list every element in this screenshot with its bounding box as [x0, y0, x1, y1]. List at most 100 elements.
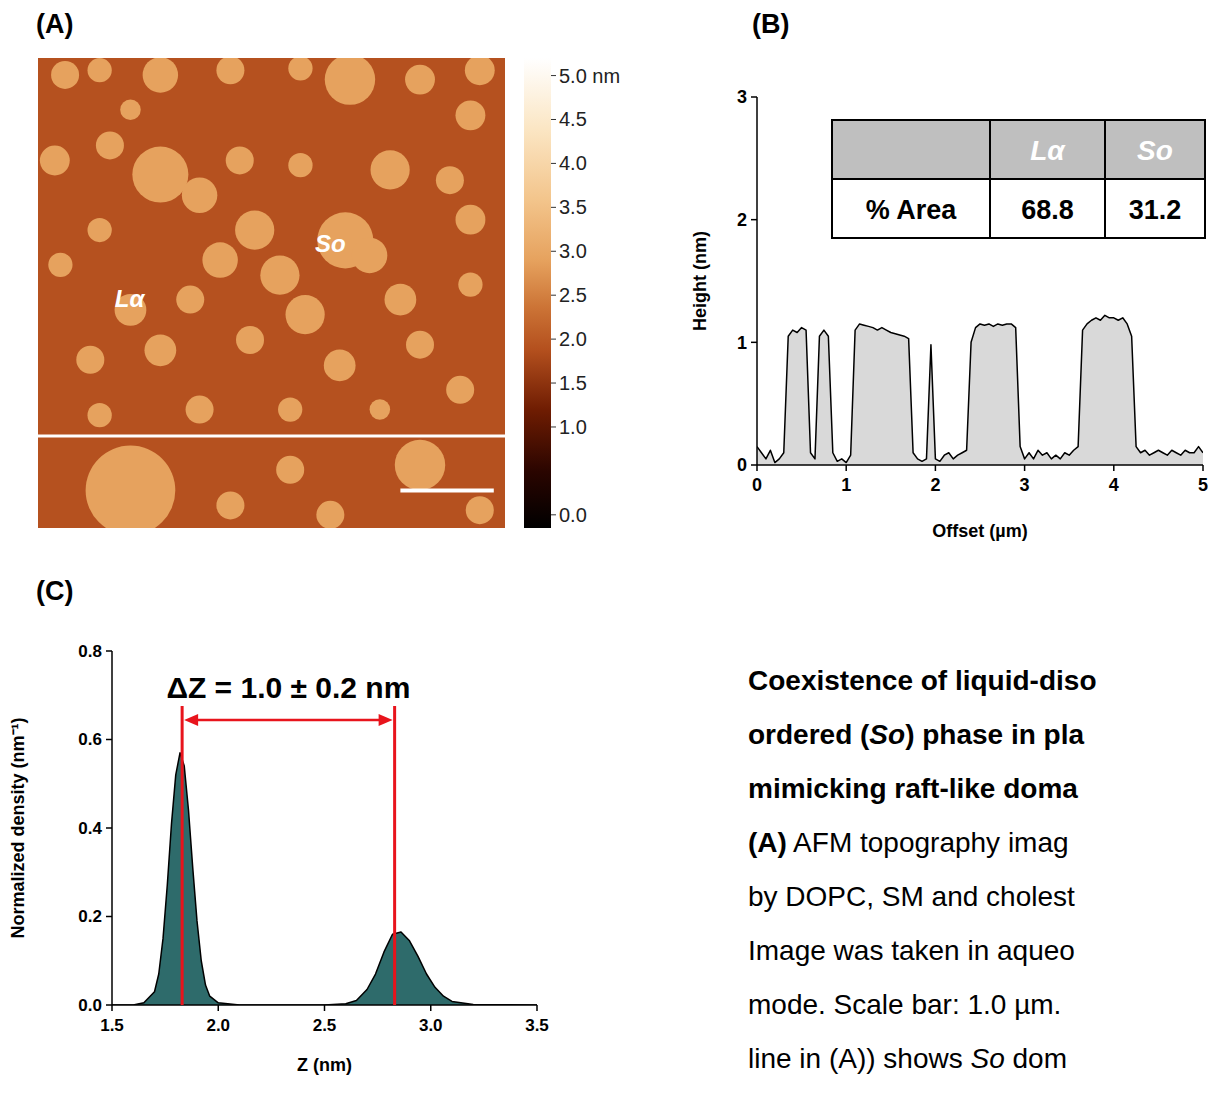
colorbar-tick: [551, 295, 556, 296]
colorbar-tick-label: 1.0: [559, 416, 587, 438]
so-domain: [352, 238, 387, 273]
caption-run: So: [971, 1043, 1005, 1074]
so-domain: [120, 99, 141, 120]
area-outline: [757, 315, 1203, 462]
so-domain: [216, 58, 244, 84]
colorbar-tick-label: 0.0: [559, 504, 587, 526]
x-tick-label: 5: [1198, 475, 1208, 495]
so-domain: [405, 65, 435, 95]
x-tick: [935, 465, 937, 471]
y-tick-label: 0: [737, 455, 747, 475]
so-domain: [48, 253, 72, 277]
colorbar-tick: [551, 251, 556, 252]
table-cell: [990, 179, 1105, 238]
area-fill: [757, 315, 1203, 465]
x-tick-label: 3: [1020, 475, 1030, 495]
y-tick: [106, 739, 112, 741]
caption-run: (A): [748, 827, 787, 858]
arrow-head: [379, 714, 393, 726]
so-domain: [395, 440, 445, 490]
so-domain: [88, 58, 112, 82]
so-domain: [278, 397, 302, 421]
so-domain: [51, 61, 79, 89]
area-fill: [112, 753, 537, 1005]
so-domain: [288, 58, 312, 80]
y-axis-title: Normalized density (nm⁻¹): [8, 717, 28, 938]
x-tick-label: 3.0: [419, 1016, 443, 1035]
y-tick-label: 2: [737, 210, 747, 230]
x-tick: [756, 465, 758, 471]
colorbar-tick-label: 2.5: [559, 284, 587, 306]
so-domain: [182, 177, 217, 212]
x-tick: [1024, 465, 1026, 471]
so-domain: [88, 218, 112, 242]
table-row-label: % Area: [866, 195, 958, 225]
caption-run: line in (A)) shows: [748, 1043, 971, 1074]
table-header-cell: [832, 120, 990, 179]
so-domain: [186, 396, 214, 424]
caption-run: ) phase in pla: [905, 719, 1084, 750]
x-axis-title: Offset (µm): [932, 521, 1027, 541]
so-domain: [86, 446, 176, 528]
so-domain: [455, 100, 485, 130]
table-column-head: Lα: [1030, 135, 1066, 166]
x-tick: [1202, 465, 1204, 471]
y-tick: [106, 827, 112, 829]
arrow-head: [184, 714, 198, 726]
colorbar: [524, 58, 551, 528]
x-tick: [324, 1005, 326, 1011]
plot-marks: [757, 315, 1203, 465]
so-domain: [406, 331, 434, 359]
y-tick: [106, 1004, 112, 1006]
so-domain: [226, 146, 254, 174]
x-tick: [536, 1005, 538, 1011]
colorbar-tick: [551, 119, 556, 120]
so-domain: [385, 284, 417, 316]
caption-run: mimicking raft-like doma: [748, 773, 1078, 804]
table-value: 31.2: [1129, 195, 1182, 225]
panel-label: (B): [752, 9, 789, 39]
y-tick-label: 0.4: [78, 819, 102, 838]
so-domain: [132, 147, 188, 203]
x-axis-title: Z (nm): [297, 1055, 352, 1075]
x-tick: [111, 1005, 113, 1011]
so-domain: [325, 58, 375, 105]
x-tick-label: 2.0: [206, 1016, 230, 1035]
so-domain: [458, 272, 482, 296]
so-domain: [144, 334, 176, 366]
colorbar-tick-label: 5.0 nm: [559, 65, 620, 87]
y-tick: [106, 916, 112, 918]
figure: (A)SoLα5.0 nm4.54.03.53.02.52.01.51.00.0…: [0, 0, 1221, 1093]
colorbar-tick-label: 4.0: [559, 152, 587, 174]
x-tick-label: 1: [841, 475, 851, 495]
x-tick-label: 1.5: [100, 1016, 124, 1035]
so-domain: [235, 210, 274, 249]
so-domain: [88, 403, 112, 427]
so-domain: [40, 146, 70, 176]
table-value: 68.8: [1021, 195, 1074, 225]
colorbar-tick: [551, 383, 556, 384]
x-tick: [430, 1005, 432, 1011]
y-tick: [751, 219, 757, 221]
so-domain: [96, 131, 124, 159]
so-domain: [216, 491, 244, 519]
colorbar-tick: [551, 426, 556, 427]
x-tick-label: 2.5: [313, 1016, 337, 1035]
y-tick-label: 0.0: [78, 996, 102, 1015]
plot-marks: [112, 753, 537, 1005]
y-tick: [751, 96, 757, 98]
so-domain: [316, 501, 344, 528]
table-header-cell: [1105, 120, 1205, 179]
colorbar-tick-label: 2.0: [559, 328, 587, 350]
caption-run: by DOPC, SM and cholest: [748, 881, 1075, 912]
caption-run: ordered (: [748, 719, 870, 750]
so-domain: [276, 456, 304, 484]
so-domain: [76, 346, 104, 374]
profile-line: [38, 434, 505, 437]
so-domain: [436, 166, 464, 194]
peak-line: [181, 706, 184, 1005]
so-domain: [236, 326, 264, 354]
caption-line: mimicking raft-like doma: [748, 773, 1078, 804]
x-tick-label: 4: [1109, 475, 1119, 495]
caption-run: dom: [1005, 1043, 1067, 1074]
